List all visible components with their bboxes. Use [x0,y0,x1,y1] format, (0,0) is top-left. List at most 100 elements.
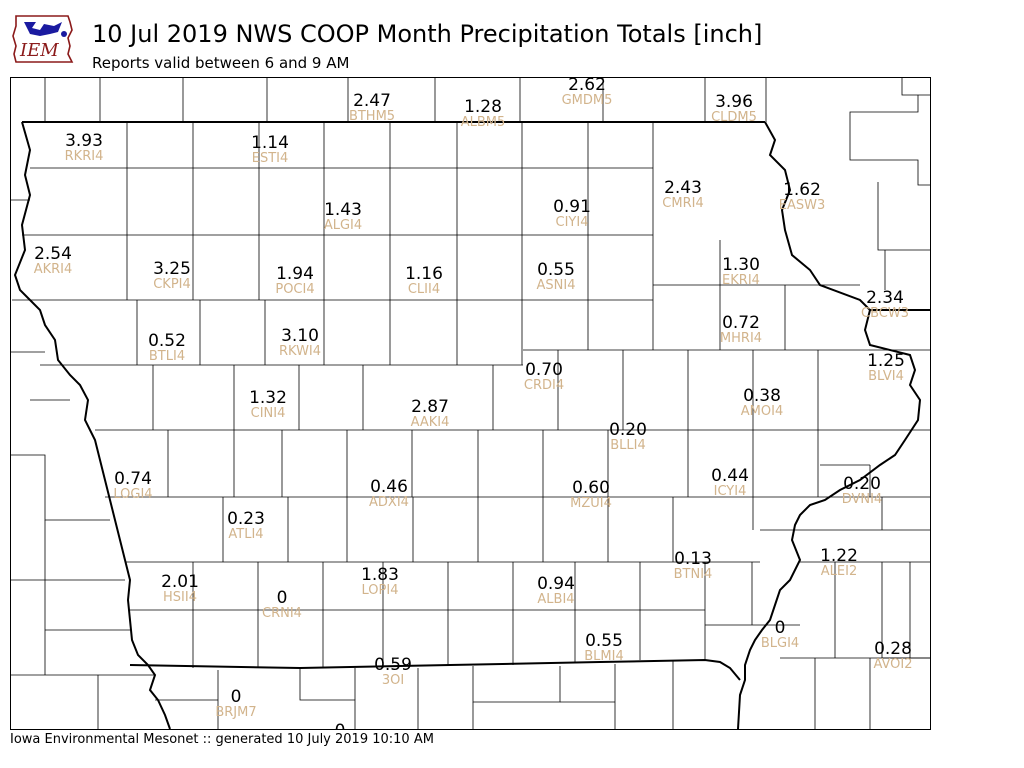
station-value: 0.72 [722,313,760,333]
station-id: BLGI4 [761,636,799,651]
map-subtitle: Reports valid between 6 and 9 AM [92,54,350,72]
station-value: 0.38 [743,386,781,406]
station-value: 1.32 [249,388,287,408]
station-unlabeled: 0 [335,721,346,730]
station-id: RKRI4 [65,149,104,164]
station-value: 0.20 [609,420,647,440]
footer-credit: Iowa Environmental Mesonet :: generated … [10,732,434,747]
station-value: 0 [277,588,288,608]
station-id: BTNI4 [674,567,713,582]
station-id: AMOI4 [741,404,783,419]
county-boundaries [10,78,930,729]
station-value: 0.52 [148,331,186,351]
station-id: CIYI4 [556,215,589,230]
station-id: MHRI4 [720,331,762,346]
station-value: 2.43 [664,178,702,198]
station-value: 3.96 [715,92,753,112]
station-id: CRNI4 [262,606,302,621]
station-id: ESTI4 [252,151,289,166]
station-id: LOGI4 [113,487,152,502]
map-title: 10 Jul 2019 NWS COOP Month Precipitation… [92,20,763,48]
station-value: 1.25 [867,351,905,371]
station-id: CINI4 [251,406,286,421]
station-id: CMRI4 [662,196,703,211]
station-id: ATLI4 [228,527,263,542]
station-id: AAKI4 [411,415,450,430]
station-id: AKRI4 [34,262,73,277]
station-id: CKPI4 [153,277,191,292]
station-value: 0 [231,687,242,707]
station-value: 2.47 [353,91,391,111]
station-id: GMDM5 [562,93,613,108]
station-value: 1.16 [405,264,443,284]
station-id: HSII4 [163,590,197,605]
station-value: 1.43 [324,200,362,220]
station-id: BTHM5 [349,109,395,124]
station-id: 3OI [382,673,404,688]
logo-text: IEM [19,40,59,61]
station-value: 2.54 [34,244,72,264]
station-id: BRJM7 [215,705,256,720]
station-id: BLLI4 [610,438,646,453]
station-value: 0.46 [370,477,408,497]
station-value: 3.25 [153,259,191,279]
station-value: 0 [775,618,786,638]
map-frame [10,77,931,730]
station-value: 1.83 [361,565,399,585]
station-value: 0.20 [843,474,881,494]
station-id: RKWI4 [279,344,321,359]
station-value: 0.55 [537,260,575,280]
station-value: 0.91 [553,197,591,217]
station-id: BTLI4 [149,349,185,364]
station-value: 1.22 [820,546,858,566]
state-borders [13,121,930,730]
station-id: ALEI2 [821,564,857,579]
station-value: 0 [335,721,346,730]
station-id: LOPI4 [362,583,399,598]
station-value: 0.44 [711,466,749,486]
station-value: 0.59 [374,655,412,675]
station-value: 0.55 [585,631,623,651]
station-id: DVNI4 [842,492,883,507]
station-id: POCI4 [275,282,314,297]
iem-logo: IEM [12,15,74,63]
station-id: CRDI4 [524,378,564,393]
station-id: BLVI4 [868,369,904,384]
